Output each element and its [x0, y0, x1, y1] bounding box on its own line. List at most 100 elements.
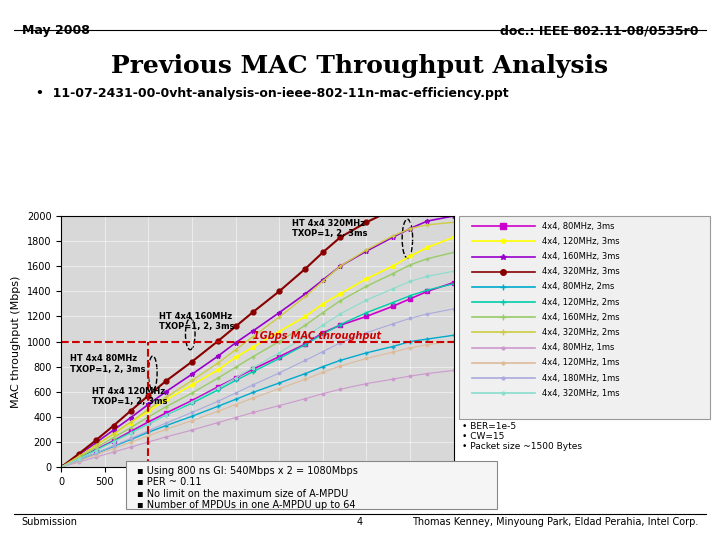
4x4, 320MHz, 2ms [109, 430, 118, 437]
4x4, 120MHz, 2ms [231, 377, 240, 384]
4x4, 80MHz, 3ms [161, 410, 170, 416]
4x4, 320MHz, 2ms [248, 333, 257, 340]
4x4, 320MHz, 2ms [214, 360, 222, 366]
4x4, 80MHz, 2ms [57, 464, 66, 470]
4x4, 320MHz, 1ms [161, 412, 170, 418]
4x4, 80MHz, 2ms [214, 403, 222, 409]
4x4, 320MHz, 2ms [188, 377, 197, 384]
Text: 4x4, 120MHz, 3ms: 4x4, 120MHz, 3ms [542, 237, 620, 246]
4x4, 80MHz, 2ms [188, 413, 197, 420]
Text: • CW=15: • CW=15 [462, 432, 505, 441]
4x4, 320MHz, 3ms [318, 249, 327, 255]
4x4, 80MHz, 3ms [127, 428, 135, 435]
4x4, 120MHz, 1ms [91, 451, 100, 458]
Text: 4x4, 320MHz, 2ms: 4x4, 320MHz, 2ms [542, 328, 620, 337]
Line: 4x4, 180MHz, 1ms: 4x4, 180MHz, 1ms [59, 307, 456, 470]
4x4, 320MHz, 3ms [74, 451, 83, 457]
4x4, 320MHz, 3ms [423, 194, 432, 200]
4x4, 120MHz, 1ms [301, 376, 310, 382]
4x4, 180MHz, 1ms [405, 315, 414, 321]
4x4, 320MHz, 1ms [405, 278, 414, 285]
4x4, 120MHz, 3ms [91, 442, 100, 448]
4x4, 80MHz, 2ms [423, 336, 432, 342]
4x4, 120MHz, 3ms [57, 464, 66, 470]
Text: HT 4x4 80MHz
TXOP=1, 2, 3ms: HT 4x4 80MHz TXOP=1, 2, 3ms [70, 354, 145, 374]
4x4, 80MHz, 3ms [109, 437, 118, 444]
4x4, 120MHz, 3ms [449, 234, 458, 241]
4x4, 320MHz, 1ms [423, 273, 432, 280]
4x4, 80MHz, 2ms [109, 443, 118, 450]
4x4, 120MHz, 2ms [423, 287, 432, 293]
4x4, 120MHz, 2ms [248, 368, 257, 375]
4x4, 320MHz, 3ms [388, 206, 397, 213]
Line: 4x4, 120MHz, 3ms: 4x4, 120MHz, 3ms [59, 235, 456, 470]
4x4, 160MHz, 2ms [214, 375, 222, 381]
4x4, 160MHz, 2ms [388, 271, 397, 277]
4x4, 320MHz, 1ms [231, 375, 240, 381]
Text: 4x4, 80MHz, 2ms: 4x4, 80MHz, 2ms [542, 282, 614, 292]
4x4, 320MHz, 2ms [275, 314, 284, 320]
4x4, 120MHz, 2ms [405, 293, 414, 299]
4x4, 120MHz, 3ms [362, 275, 371, 282]
4x4, 160MHz, 2ms [57, 464, 66, 470]
4x4, 120MHz, 3ms [336, 291, 345, 297]
4x4, 320MHz, 2ms [161, 394, 170, 401]
4x4, 80MHz, 2ms [74, 457, 83, 463]
4x4, 120MHz, 1ms [423, 341, 432, 348]
4x4, 80MHz, 2ms [275, 380, 284, 386]
Line: 4x4, 320MHz, 3ms: 4x4, 320MHz, 3ms [59, 188, 456, 470]
4x4, 320MHz, 2ms [57, 464, 66, 470]
4x4, 80MHz, 3ms [231, 375, 240, 381]
4x4, 320MHz, 1ms [127, 430, 135, 436]
4x4, 180MHz, 1ms [74, 457, 83, 463]
4x4, 160MHz, 2ms [74, 455, 83, 461]
4x4, 160MHz, 2ms [318, 309, 327, 316]
4x4, 320MHz, 2ms [144, 406, 153, 413]
FancyBboxPatch shape [459, 216, 710, 418]
Text: HT 4x4 160MHz
TXOP=1, 2, 3ms: HT 4x4 160MHz TXOP=1, 2, 3ms [159, 312, 235, 331]
4x4, 80MHz, 2ms [318, 363, 327, 370]
4x4, 160MHz, 3ms [127, 414, 135, 421]
Line: 4x4, 320MHz, 2ms: 4x4, 320MHz, 2ms [59, 220, 456, 470]
4x4, 80MHz, 1ms [405, 373, 414, 379]
Line: 4x4, 160MHz, 3ms: 4x4, 160MHz, 3ms [59, 213, 456, 470]
4x4, 160MHz, 3ms [423, 218, 432, 224]
4x4, 120MHz, 2ms [301, 341, 310, 348]
4x4, 120MHz, 1ms [362, 355, 371, 362]
4x4, 180MHz, 1ms [231, 390, 240, 396]
4x4, 160MHz, 2ms [127, 424, 135, 431]
4x4, 320MHz, 2ms [336, 263, 345, 269]
4x4, 320MHz, 2ms [91, 442, 100, 448]
4x4, 120MHz, 2ms [144, 421, 153, 427]
4x4, 80MHz, 1ms [362, 380, 371, 387]
4x4, 160MHz, 3ms [362, 248, 371, 254]
4x4, 120MHz, 3ms [318, 301, 327, 307]
4x4, 80MHz, 2ms [405, 338, 414, 345]
4x4, 80MHz, 1ms [423, 370, 432, 377]
4x4, 320MHz, 1ms [214, 385, 222, 392]
4x4, 80MHz, 1ms [144, 438, 153, 445]
4x4, 80MHz, 2ms [336, 357, 345, 363]
4x4, 320MHz, 1ms [275, 349, 284, 356]
4x4, 120MHz, 3ms [144, 408, 153, 415]
4x4, 120MHz, 2ms [57, 464, 66, 470]
4x4, 180MHz, 1ms [449, 306, 458, 312]
4x4, 320MHz, 2ms [127, 418, 135, 425]
4x4, 160MHz, 2ms [336, 298, 345, 304]
4x4, 320MHz, 1ms [109, 438, 118, 445]
4x4, 80MHz, 3ms [188, 397, 197, 404]
4x4, 160MHz, 3ms [91, 440, 100, 446]
4x4, 160MHz, 3ms [388, 234, 397, 241]
4x4, 320MHz, 3ms [161, 378, 170, 384]
4x4, 80MHz, 1ms [336, 386, 345, 393]
Text: May 2008: May 2008 [22, 24, 89, 37]
4x4, 320MHz, 1ms [74, 456, 83, 462]
4x4, 80MHz, 3ms [388, 303, 397, 309]
4x4, 320MHz, 1ms [188, 399, 197, 405]
4x4, 120MHz, 1ms [336, 363, 345, 369]
4x4, 320MHz, 2ms [388, 233, 397, 239]
4x4, 80MHz, 3ms [57, 464, 66, 470]
4x4, 120MHz, 1ms [127, 439, 135, 446]
4x4, 80MHz, 3ms [275, 353, 284, 360]
4x4, 180MHz, 1ms [423, 310, 432, 317]
